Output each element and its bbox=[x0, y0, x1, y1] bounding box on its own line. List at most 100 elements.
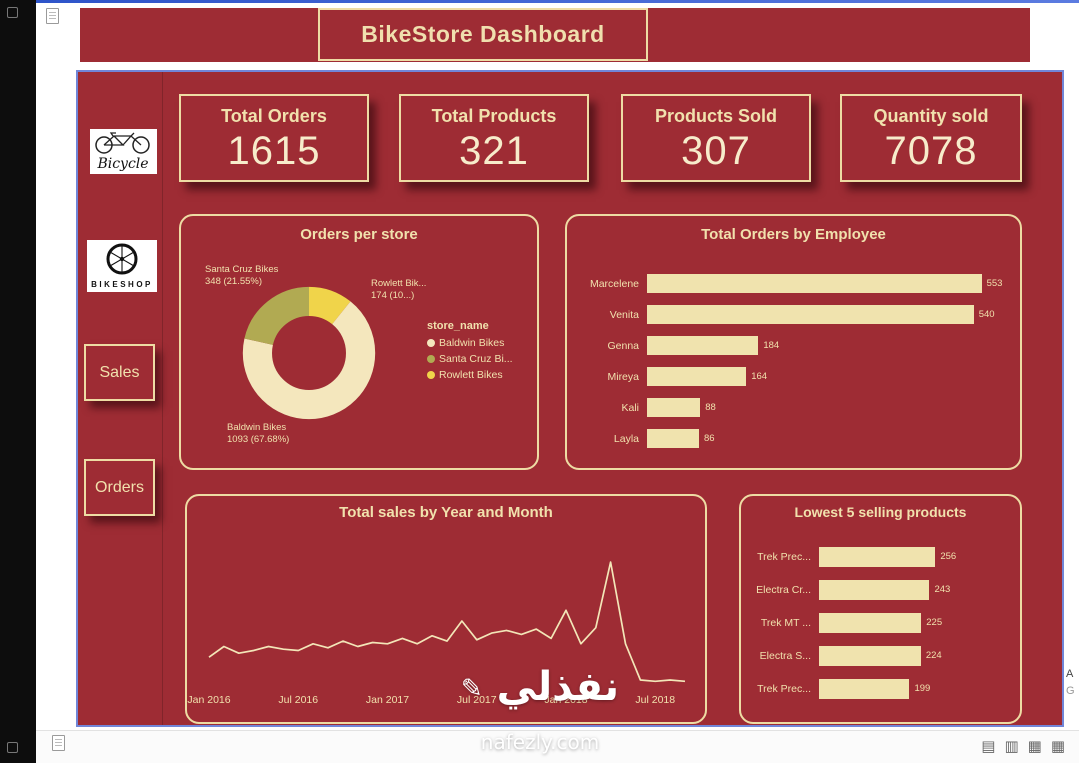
legend-item[interactable]: Rowlett Bikes bbox=[427, 369, 513, 381]
bar-category-label: Layla bbox=[613, 432, 639, 445]
kpi-card-quantity-sold: Quantity sold 7078 bbox=[840, 94, 1022, 182]
donut-callout-rowlett: Rowlett Bik... 174 (10...) bbox=[371, 278, 426, 303]
bar-value-label: 553 bbox=[986, 278, 1003, 289]
table-view-icon[interactable]: ▦ bbox=[1050, 737, 1065, 755]
bar-track: 184 bbox=[647, 336, 1010, 356]
donut-slice-baldwin-bikes[interactable] bbox=[242, 286, 376, 420]
sales-line-chart[interactable] bbox=[201, 542, 693, 690]
bar-row: Trek Prec... 256 bbox=[751, 540, 1014, 573]
bicycle-logo[interactable]: Bicycle bbox=[90, 129, 157, 174]
sales-line-series[interactable] bbox=[208, 561, 686, 683]
bar[interactable] bbox=[647, 398, 701, 417]
bar[interactable] bbox=[819, 546, 936, 567]
watermark-logo: ✎ نفذلي bbox=[430, 664, 650, 710]
orders-per-store-card: Orders per store Santa Cruz Bikes 348 (2… bbox=[179, 214, 539, 470]
watermark-arabic-text: نفذلي bbox=[496, 664, 620, 710]
callout-value: 348 (21.55%) bbox=[205, 276, 263, 288]
top-window-edge bbox=[36, 0, 1079, 3]
bar[interactable] bbox=[819, 579, 930, 600]
x-axis-tick-label: Jan 2018 bbox=[544, 694, 588, 706]
bar-row: Genna 184 bbox=[579, 330, 1010, 361]
bar[interactable] bbox=[819, 645, 921, 666]
bar-row: Electra S... 224 bbox=[751, 639, 1014, 672]
donut-slice-santa-cruz-bikes[interactable] bbox=[242, 286, 376, 420]
bar-row: Marcelene 553 bbox=[579, 268, 1010, 299]
callout-label: Santa Cruz Bikes bbox=[205, 264, 279, 275]
bar[interactable] bbox=[647, 367, 747, 386]
sales-line-x-axis: Jan 2016 Jul 2016 Jan 2017 Jul 2017 Jan 2018… bbox=[187, 694, 693, 710]
sales-nav-button[interactable]: Sales bbox=[84, 344, 155, 401]
bar-category-label: Marcelene bbox=[589, 277, 639, 290]
bar-category-label: Kali bbox=[621, 401, 639, 414]
status-bar-view-icons: ▤ ▥ ▦ ▦ bbox=[981, 735, 1065, 757]
legend-label: Santa Cruz Bi... bbox=[439, 353, 513, 365]
banner: BikeStore Dashboard bbox=[80, 8, 1030, 62]
kpi-card-total-orders: Total Orders 1615 bbox=[179, 94, 369, 182]
reading-view-icon[interactable]: ▥ bbox=[1004, 737, 1019, 755]
callout-value: 174 (10...) bbox=[371, 290, 415, 302]
sidebar-divider bbox=[162, 72, 163, 725]
left-black-strip bbox=[0, 0, 36, 763]
x-axis-tick-label: Jul 2018 bbox=[635, 694, 676, 706]
bikeshop-logo-image: BIKESHOP bbox=[91, 243, 153, 289]
orders-by-employee-card: Total Orders by Employee Marcelene 553 Ven… bbox=[565, 214, 1022, 470]
kpi-label: Total Products bbox=[431, 106, 557, 126]
bar[interactable] bbox=[647, 305, 974, 324]
bar-value-label: 164 bbox=[751, 371, 768, 382]
bar[interactable] bbox=[819, 612, 922, 633]
donut-legend: store_name Baldwin Bikes Santa Cruz Bi...… bbox=[427, 320, 513, 385]
legend-dot-icon bbox=[427, 339, 435, 347]
callout-label: Rowlett Bik... bbox=[371, 278, 427, 289]
legend-label: Rowlett Bikes bbox=[439, 369, 503, 381]
sales-by-month-title: Total sales by Year and Month bbox=[339, 504, 553, 521]
bar-value-label: 225 bbox=[926, 617, 943, 628]
bikeshop-logo[interactable]: BIKESHOP bbox=[87, 240, 157, 292]
page-icon-bottom[interactable] bbox=[52, 735, 65, 751]
grid-view-icon[interactable]: ▦ bbox=[1027, 737, 1042, 755]
bar-row: Layla 86 bbox=[579, 423, 1010, 454]
callout-value: 1093 (67.68%) bbox=[227, 434, 290, 446]
bar-track: 88 bbox=[647, 398, 1010, 418]
bar-category-label: Genna bbox=[607, 339, 639, 352]
bar-track: 86 bbox=[647, 429, 1010, 449]
bikeshop-logo-text: BIKESHOP bbox=[91, 280, 153, 289]
bicycle-logo-text: Bicycle bbox=[96, 156, 148, 172]
bar-category-label: Electra S... bbox=[759, 649, 811, 662]
legend-dot-icon bbox=[427, 371, 435, 379]
orders-per-store-title: Orders per store bbox=[300, 226, 418, 243]
donut-callout-santa-cruz: Santa Cruz Bikes 348 (21.55%) bbox=[205, 264, 278, 289]
bar-value-label: 184 bbox=[763, 340, 780, 351]
orders-nav-button[interactable]: Orders bbox=[84, 459, 155, 516]
bar-category-label: Trek Prec... bbox=[757, 550, 811, 563]
bar-value-label: 199 bbox=[914, 683, 931, 694]
kpi-value: 321 bbox=[459, 129, 529, 173]
bar[interactable] bbox=[647, 336, 759, 355]
callout-label: Baldwin Bikes bbox=[227, 422, 287, 433]
bar-row: Venita 540 bbox=[579, 299, 1010, 330]
sales-by-month-card: Total sales by Year and Month Jan 2016 Ju… bbox=[185, 494, 707, 724]
bar[interactable] bbox=[819, 678, 910, 699]
bar[interactable] bbox=[647, 429, 700, 448]
bar-row: Trek Prec... 199 bbox=[751, 672, 1014, 705]
orders-per-store-donut[interactable] bbox=[236, 280, 382, 426]
status-bar: ▤ ▥ ▦ ▦ bbox=[36, 730, 1079, 763]
employee-bar-chart: Marcelene 553 Venita 540 Genna 184 Mireya 164 Ka… bbox=[579, 268, 1010, 454]
x-axis-tick-label: Jan 2016 bbox=[187, 694, 231, 706]
notes-view-icon[interactable]: ▤ bbox=[981, 737, 996, 755]
dashboard-canvas: Bicycle BIKESHOP Sales Orders To bbox=[76, 70, 1064, 727]
page-icon-top[interactable] bbox=[46, 8, 59, 24]
x-axis-tick-label: Jan 2017 bbox=[365, 694, 410, 706]
kpi-value: 1615 bbox=[227, 129, 321, 173]
legend-item[interactable]: Baldwin Bikes bbox=[427, 337, 513, 349]
donut-callout-baldwin: Baldwin Bikes 1093 (67.68%) bbox=[227, 422, 289, 447]
x-axis-tick-label: Jul 2017 bbox=[456, 694, 497, 706]
bar-category-label: Mireya bbox=[607, 370, 639, 383]
bar-value-label: 224 bbox=[925, 650, 942, 661]
bar-row: Trek MT ... 225 bbox=[751, 606, 1014, 639]
legend-item[interactable]: Santa Cruz Bi... bbox=[427, 353, 513, 365]
bar-category-label: Electra Cr... bbox=[756, 583, 811, 596]
kpi-label: Quantity sold bbox=[873, 106, 989, 126]
bar[interactable] bbox=[647, 274, 982, 293]
strip-top-icon bbox=[7, 7, 18, 18]
